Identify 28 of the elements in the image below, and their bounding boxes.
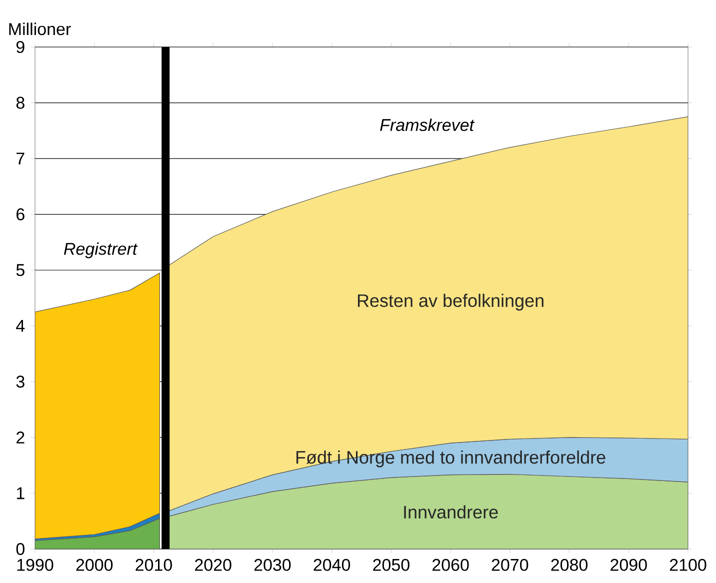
x-tick-label: 2080 [551, 558, 588, 571]
y-tick-label: 5 [16, 264, 24, 276]
y-tick-label: 9 [16, 40, 24, 54]
x-tick-label: 2050 [373, 558, 410, 571]
x-tick-label: 2000 [76, 558, 113, 571]
y-tick-label: 6 [16, 208, 24, 220]
x-tick-label: 2060 [432, 558, 469, 571]
annotation: Registrert [64, 242, 138, 258]
y-tick-label: 3 [16, 376, 24, 388]
y-tick-label: 2 [16, 432, 24, 444]
series-label: Født i Norge med to innvandrerforeldre [296, 450, 606, 468]
x-tick-label: 2010 [136, 558, 172, 571]
x-tick-label: 2040 [314, 558, 350, 571]
y-axis-title: Millioner [9, 22, 71, 36]
x-tick-label: 2090 [610, 558, 647, 571]
annotation: Framskrevet [380, 118, 475, 132]
y-tick-label: 1 [16, 487, 24, 500]
x-tick-label: 2020 [195, 558, 232, 571]
x-tick-label: 2030 [254, 558, 291, 571]
x-tick-label: 2070 [492, 558, 528, 571]
x-tick-label: 1990 [17, 558, 54, 571]
series-label: Resten av befolkningen [358, 294, 544, 311]
y-tick-label: 4 [16, 320, 25, 332]
y-tick-label: 8 [16, 96, 24, 109]
x-tick-label: 2100 [670, 558, 706, 571]
series-label: Innvandrere [404, 505, 498, 519]
y-tick-label: 0 [16, 542, 24, 556]
y-tick-label: 7 [16, 152, 24, 164]
